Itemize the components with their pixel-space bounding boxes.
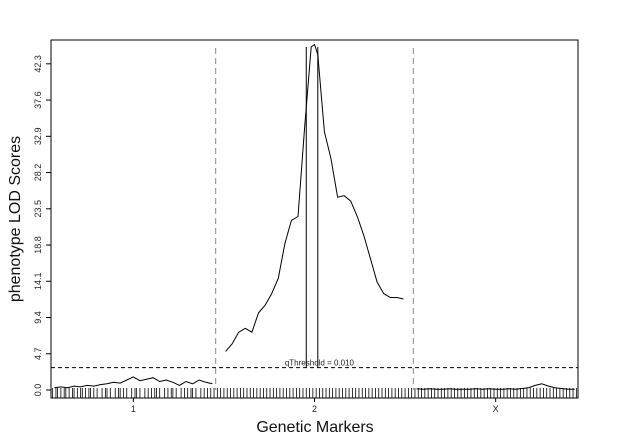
x-tick-label-chr-1: 1 [131, 404, 136, 414]
threshold-label: qThreshold = 0.010 [285, 359, 355, 368]
y-axis-title: phenotype LOD Scores [7, 136, 24, 302]
x-axis: 1 2 X [131, 398, 499, 414]
series-line-chr-X [416, 383, 575, 390]
y-tick-label: 4.7 [33, 347, 43, 360]
plot-border [50, 39, 579, 399]
series-line-chr-2 [225, 43, 404, 352]
peak-interval [305, 46, 319, 368]
y-tick-label: 9.4 [33, 311, 43, 324]
y-tick-label: 0.0 [33, 384, 43, 397]
y-tick-label: 14.1 [33, 273, 43, 291]
x-axis-title: Genetic Markers [256, 419, 373, 436]
x-tick-label-chr-X: X [493, 404, 499, 414]
y-tick-label: 42.3 [33, 55, 43, 73]
plot-frame [50, 39, 579, 399]
y-tick-label: 37.6 [33, 91, 43, 109]
x-tick-label-chr-2: 2 [312, 404, 317, 414]
chromosome-dividers [215, 48, 414, 390]
y-axis: 0.0 4.7 9.4 14.1 18.8 23.5 28.2 32.9 37.6 42.3 [33, 55, 51, 396]
threshold: qThreshold = 0.010 [51, 359, 578, 369]
y-tick-label: 23.5 [33, 200, 43, 218]
y-tick-label: 32.9 [33, 128, 43, 146]
series-line-chr-1 [54, 376, 213, 389]
y-tick-label: 18.8 [33, 236, 43, 254]
marker-rug [52, 388, 577, 398]
y-tick-label: 28.2 [33, 164, 43, 182]
lod-series [54, 43, 575, 390]
